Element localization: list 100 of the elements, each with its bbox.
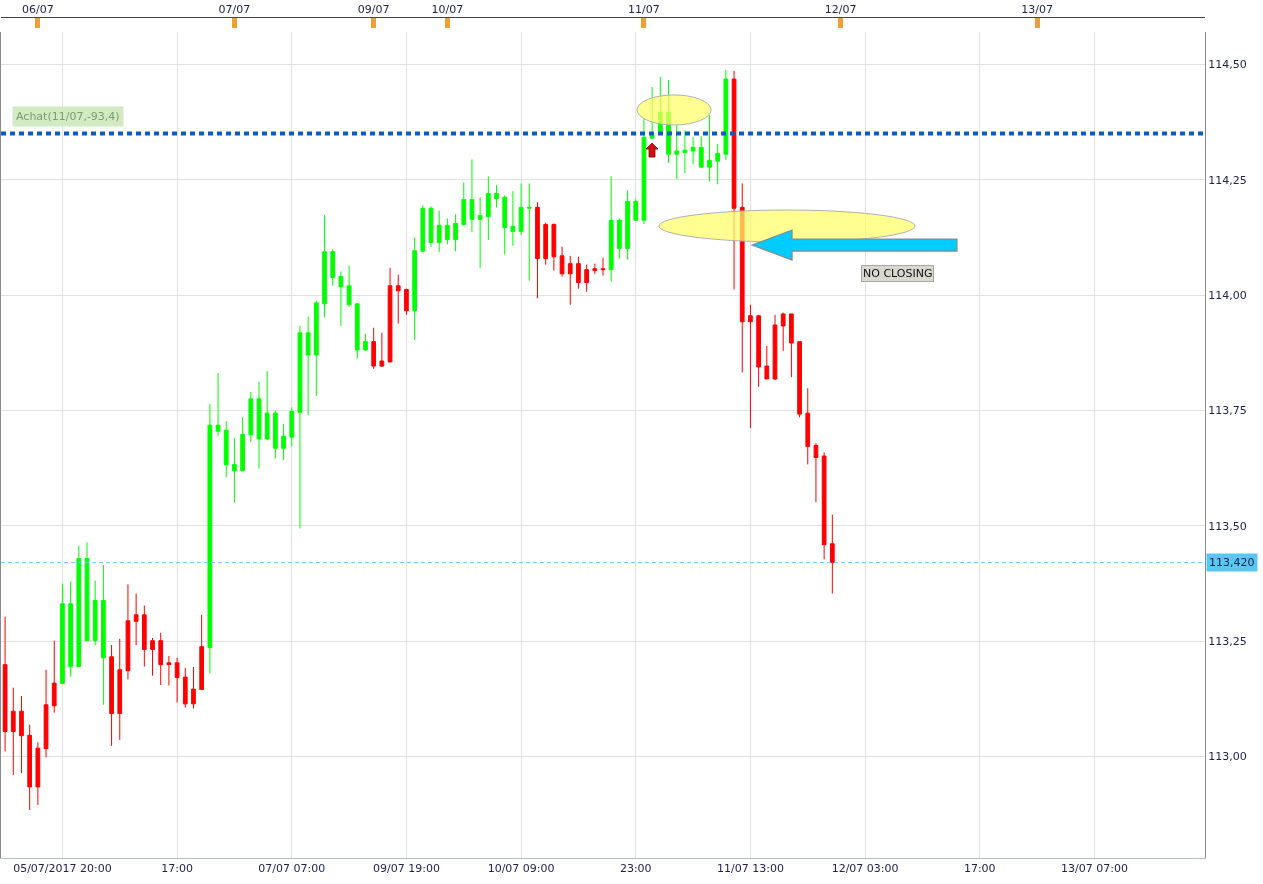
candlestick	[43, 669, 49, 758]
candlestick	[805, 387, 811, 465]
candlestick	[592, 263, 598, 275]
candlestick	[133, 593, 139, 646]
candlestick	[584, 264, 589, 293]
candlestick	[281, 423, 286, 461]
candlestick	[248, 391, 254, 443]
candlestick	[576, 256, 581, 290]
candlestick	[698, 135, 704, 168]
candlestick	[297, 325, 303, 530]
candlestick	[354, 303, 360, 360]
candlestick	[469, 158, 475, 233]
category-label: 06/07	[22, 2, 54, 16]
candlestick	[363, 333, 368, 352]
candlestick	[526, 182, 532, 282]
candlestick	[387, 267, 393, 363]
candlestick	[289, 406, 295, 447]
candlestick	[707, 114, 712, 183]
x-tick-label: 12/07 03:00	[831, 862, 899, 876]
candlestick	[273, 409, 278, 459]
candlestick	[682, 129, 688, 174]
candlestick	[543, 222, 549, 266]
y-tick-label: 113,25	[1208, 634, 1247, 648]
y-tick-label: 114,50	[1208, 58, 1247, 72]
candlestick	[101, 564, 106, 706]
candlestick	[92, 580, 98, 646]
candlestick	[313, 300, 319, 397]
candlestick	[166, 655, 172, 686]
y-tick-label: 114,25	[1208, 173, 1247, 187]
candlestick	[772, 314, 778, 381]
candlestick	[305, 316, 311, 416]
candlestick	[182, 667, 188, 709]
candlestick	[428, 205, 434, 248]
candlestick	[674, 124, 680, 180]
candlestick	[141, 605, 147, 667]
candlestick	[240, 416, 245, 472]
candlestick	[158, 632, 164, 686]
candlestick	[453, 213, 458, 252]
candlestick	[338, 270, 344, 327]
candlestick	[510, 190, 516, 247]
candlestick	[420, 205, 426, 252]
category-label: 09/07	[357, 2, 390, 16]
candlestick	[322, 214, 327, 319]
category-label: 10/07	[431, 2, 464, 16]
x-tick-label: 09/07 19:00	[372, 862, 440, 876]
x-tick-label: 17:00	[963, 862, 996, 876]
candlestick	[797, 341, 802, 418]
x-tick-label: 05/07/2017 20:00	[13, 862, 112, 876]
candlestick	[10, 687, 16, 776]
candlestick	[502, 194, 508, 255]
candlestick	[27, 724, 33, 811]
y-tick-label: 113,75	[1208, 404, 1247, 418]
x-tick-label: 13/07 07:00	[1060, 862, 1128, 876]
candlestick	[723, 69, 729, 161]
candlestick	[600, 257, 606, 277]
candlestick	[829, 514, 835, 595]
candlestick	[715, 143, 721, 185]
candlestick	[559, 246, 565, 278]
candlestick	[633, 198, 639, 221]
candlestick	[76, 545, 82, 667]
candlestick	[2, 616, 8, 752]
candlestick	[117, 638, 123, 741]
candlestick	[371, 327, 377, 370]
candlestick	[608, 175, 614, 283]
candlestick	[641, 117, 647, 225]
candlestick	[60, 582, 65, 685]
candlestick	[51, 640, 57, 714]
candlestick	[518, 182, 524, 236]
candlestick	[690, 136, 696, 165]
candlestick	[780, 312, 786, 352]
category-label: 13/07	[1021, 2, 1053, 16]
candlestick	[174, 657, 180, 703]
candlestick	[109, 644, 114, 747]
candlestick	[764, 345, 770, 380]
candlestick	[477, 196, 483, 269]
candlestick	[756, 314, 761, 388]
candlestick	[395, 274, 401, 325]
candlestick	[35, 741, 41, 806]
candlestick	[264, 370, 270, 441]
candlestick	[330, 248, 336, 287]
candlestick	[150, 637, 155, 677]
x-tick-label: 23:00	[619, 862, 652, 876]
candlestick	[436, 210, 442, 253]
candlestick	[551, 223, 557, 272]
candlestick	[346, 264, 352, 308]
ref-line-label: Achat(11/07,-93,4)	[16, 110, 120, 123]
candlestick	[625, 189, 630, 260]
candlestick	[412, 236, 417, 341]
candlestick	[68, 581, 73, 678]
candlestick	[731, 70, 737, 290]
x-tick-label: 07/07 07:00	[258, 862, 326, 876]
candlestick	[223, 420, 229, 478]
candlestick	[232, 437, 237, 504]
candlestick	[207, 403, 213, 674]
candlestick	[535, 201, 540, 299]
candlestick	[215, 372, 221, 437]
y-tick-label: 113,50	[1208, 519, 1247, 533]
x-tick-label: 17:00	[161, 862, 193, 876]
candlestick	[404, 288, 409, 316]
x-tick-label: 11/07 13:00	[716, 862, 784, 876]
